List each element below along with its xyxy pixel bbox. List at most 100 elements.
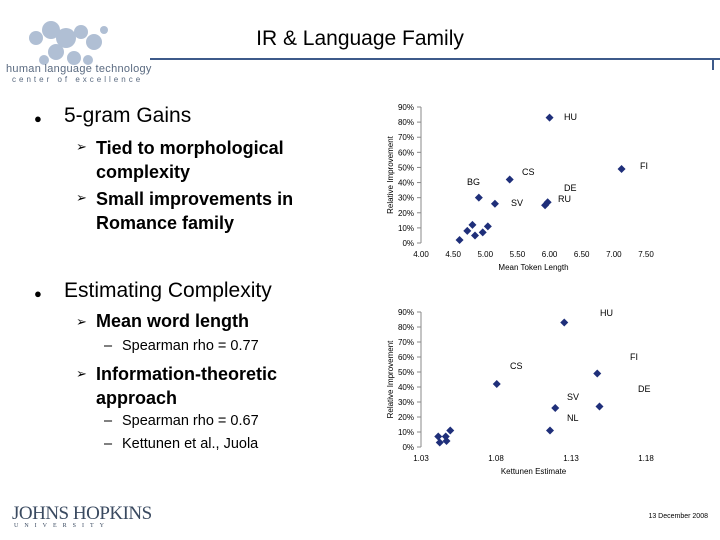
logo-line1: human language technology [6,63,152,75]
c2-y-tick-label: 20% [398,413,414,422]
c1-x-axis-label: Mean Token Length [498,263,568,272]
c2-y-tick-label: 30% [398,398,414,407]
c2-y-tick-label: 40% [398,383,414,392]
c2-data-point [595,402,604,411]
c1-y-tick-label: 80% [398,118,414,127]
c1-y-tick-label: 0% [402,239,414,248]
c1-data-point [455,235,464,244]
c1-y-axis-label: Relative Improvement [386,135,395,214]
arrow-bullet-icon: ➢ [76,139,87,154]
c1-data-point [543,198,552,207]
c2-data-point [546,426,554,435]
c2-data-point [560,318,569,327]
chart2-data-label: FI [630,352,638,362]
c1-data-point [468,220,477,229]
c2-data-point [442,437,451,445]
c2-x-tick-label: 1.08 [488,454,504,463]
c1-x-tick-label: 5.00 [477,250,493,259]
c1-data-point [478,228,487,237]
title-rule-tick [712,58,714,70]
c2-x-tick-label: 1.18 [638,454,654,463]
c2-data-point [492,380,501,388]
bullet-kettunen-juola: Kettunen et al., Juola [122,436,259,452]
chart1-data-label: DE [564,183,577,193]
c1-y-tick-label: 20% [398,209,414,218]
c1-data-point [463,226,472,235]
c2-data-point [551,404,560,412]
c1-y-tick-label: 50% [398,163,414,172]
bullet-spearman-067: Spearman rho = 0.67 [122,413,259,429]
bullet-info-theoretic-line2: approach [96,388,178,408]
jhu-logo-text: JOHNS HOPKINS [12,503,152,524]
logo-line2: center of excellence [12,75,144,84]
c1-data-point [505,175,514,184]
c2-y-tick-label: 10% [398,428,414,437]
c2-x-tick-label: 1.13 [563,454,579,463]
dash-icon: – [104,436,113,452]
bullet-romance-line1: Small improvements in [96,189,294,209]
chart1-data-label: SV [511,198,523,208]
c1-y-tick-label: 10% [398,224,414,233]
c2-y-axis-label: Relative Improvement [386,340,395,419]
bullet-estimating-complexity: Estimating Complexity [64,279,272,302]
c2-data-point [593,369,602,378]
c2-y-tick-label: 0% [402,443,414,452]
bullet-dot-icon: ● [34,111,42,126]
bullet-dot-icon: ● [34,286,42,301]
chart2-data-label: CS [510,361,523,371]
c1-x-tick-label: 5.50 [510,250,526,259]
c1-data-point [617,164,626,173]
dash-icon: – [104,413,113,429]
c1-y-tick-label: 60% [398,148,414,157]
c2-y-tick-label: 70% [398,338,414,347]
bullet-romance-line2: Romance family [96,213,235,233]
c2-x-tick-label: 1.03 [413,454,429,463]
bullet-mean-word-length: Mean word length [96,311,249,331]
c2-y-tick-label: 50% [398,368,414,377]
c1-x-tick-label: 4.50 [445,250,461,259]
c2-x-axis-label: Kettunen Estimate [501,467,567,476]
dash-icon: – [104,338,113,354]
chart2-data-label: SV [567,392,579,402]
c1-data-point [545,113,554,122]
c2-data-point [446,426,455,435]
chart1-data-label: FI [640,161,648,171]
c1-x-tick-label: 6.00 [542,250,558,259]
c1-data-point [483,222,492,231]
chart2-data-label: DE [638,384,651,394]
bullet-morph-line2: complexity [96,162,191,182]
arrow-bullet-icon: ➢ [76,366,87,381]
arrow-bullet-icon: ➢ [76,190,87,205]
c1-x-tick-label: 6.50 [574,250,590,259]
c1-y-tick-label: 40% [398,179,414,188]
chart1-data-label: CS [522,167,535,177]
chart2-data-label: NL [567,413,579,423]
c1-y-tick-label: 70% [398,133,414,142]
title-rule [150,58,720,60]
c2-y-tick-label: 80% [398,323,414,332]
slide-date: 13 December 2008 [648,513,708,520]
c1-x-tick-label: 7.50 [638,250,654,259]
bullet-spearman-077: Spearman rho = 0.77 [122,338,259,354]
slide-title: IR & Language Family [256,27,464,50]
bullet-5gram-gains: 5-gram Gains [64,104,192,127]
jhu-logo-subtext: UNIVERSITY [14,523,110,529]
bullet-morph-line1: Tied to morphological [96,138,284,158]
c1-x-tick-label: 7.00 [606,250,622,259]
hlt-logo [29,21,108,65]
c1-y-tick-label: 90% [398,103,414,112]
c2-y-tick-label: 60% [398,353,414,362]
chart1-data-label: RU [558,194,571,204]
c1-data-point [471,231,479,240]
bullet-info-theoretic-line1: Information-theoretic [96,364,278,384]
chart2-data-label: HU [600,308,613,318]
c1-data-point [490,199,499,208]
chart1-data-label: HU [564,112,577,122]
c1-y-tick-label: 30% [398,194,414,203]
arrow-bullet-icon: ➢ [76,314,87,329]
c1-data-point [474,193,483,202]
chart1-data-label: BG [467,177,480,187]
c2-data-point [434,432,443,441]
c1-x-tick-label: 4.00 [413,250,429,259]
